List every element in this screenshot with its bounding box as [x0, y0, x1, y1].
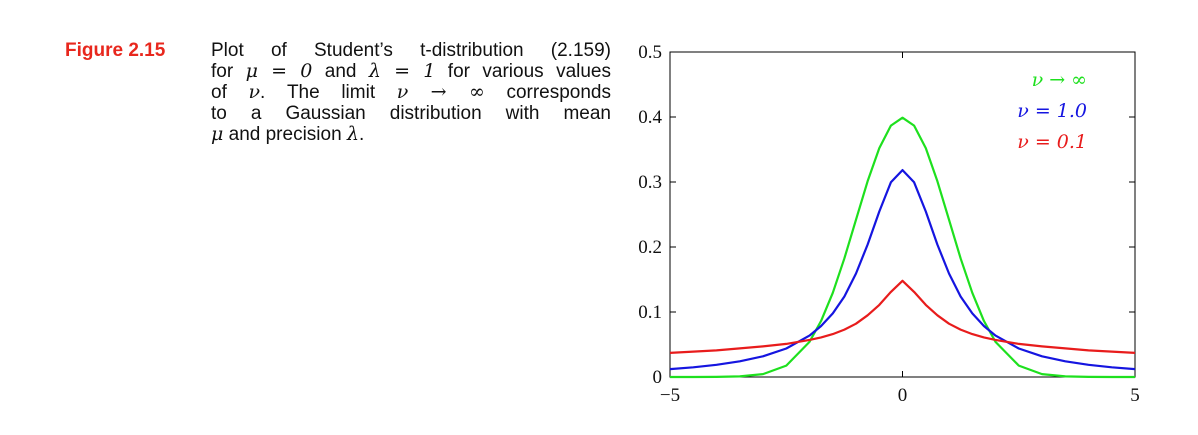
caption-text-fragment: of — [211, 82, 249, 103]
math-lambda-eq-1: λ = 1 — [368, 60, 436, 82]
series-line-0 — [670, 116, 1135, 379]
figure-label: Figure 2.15 — [65, 40, 166, 61]
x-tick-label: 0 — [898, 385, 908, 406]
math-mu: μ — [211, 123, 224, 145]
y-tick-label: 0.2 — [638, 237, 662, 258]
y-tick-label: 0.1 — [638, 302, 662, 323]
y-tick-label: 0 — [653, 367, 663, 388]
math-nu: ν — [248, 81, 261, 103]
caption-line-3: of ν. The limit ν → ∞ corresponds — [211, 81, 611, 104]
caption-text-fragment: for various values — [435, 61, 611, 82]
caption-text-fragment: and precision — [223, 124, 347, 145]
caption-line-5: μ and precision λ. — [211, 123, 611, 146]
caption-text-fragment: . The limit — [260, 82, 397, 103]
caption-text-fragment: and — [312, 61, 369, 82]
caption-text-fragment: corresponds — [484, 82, 611, 103]
caption-text: Plot of Student’s t-distribution (2.159)… — [211, 40, 611, 145]
caption-text-fragment: . — [358, 124, 365, 145]
t-distribution-chart: 00.10.20.30.40.5−5 0 5ν → ∞ν = 1.0ν = 0.1 — [638, 42, 1140, 406]
x-tick-label: 5 — [1130, 385, 1140, 406]
legend-label-0: ν → ∞ — [1032, 69, 1087, 91]
y-tick-label: 0.4 — [638, 107, 662, 128]
legend-label-2: ν = 0.1 — [1017, 131, 1087, 153]
caption-line-2: for μ = 0 and λ = 1 for various values — [211, 60, 611, 83]
math-lambda: λ — [346, 123, 359, 145]
series-line-2 — [669, 279, 1136, 354]
series-line-1 — [669, 169, 1136, 371]
caption-line-4: to a Gaussian distribution with mean — [211, 103, 611, 124]
x-tick-label: −5 — [660, 385, 680, 406]
y-tick-label: 0.3 — [638, 172, 662, 193]
math-mu-eq-0: μ = 0 — [245, 60, 313, 82]
y-tick-label: 0.5 — [638, 42, 662, 63]
caption-line-1: Plot of Student’s t-distribution (2.159) — [211, 40, 611, 61]
math-nu-limit: ν → ∞ — [396, 81, 485, 103]
legend-label-1: ν = 1.0 — [1017, 100, 1087, 122]
caption-text-fragment: for — [211, 61, 246, 82]
